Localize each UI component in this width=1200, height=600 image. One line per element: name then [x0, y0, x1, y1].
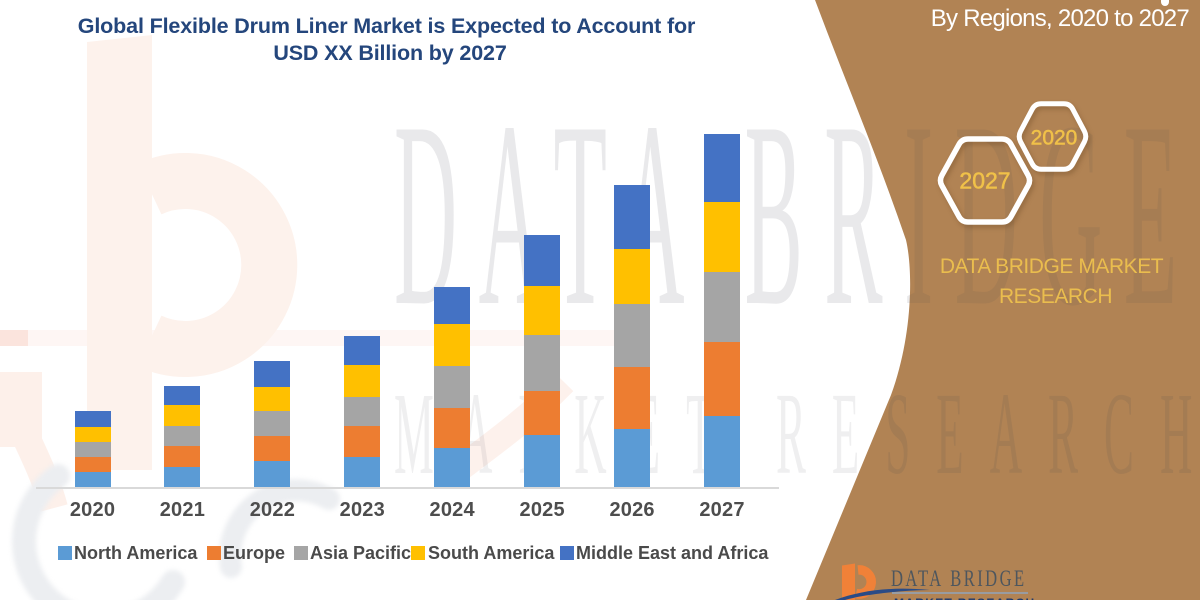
svg-text:2020: 2020 — [1031, 127, 1078, 150]
svg-text:MARKET RESEARCH: MARKET RESEARCH — [394, 369, 1200, 500]
svg-text:2027: 2027 — [959, 168, 1010, 194]
